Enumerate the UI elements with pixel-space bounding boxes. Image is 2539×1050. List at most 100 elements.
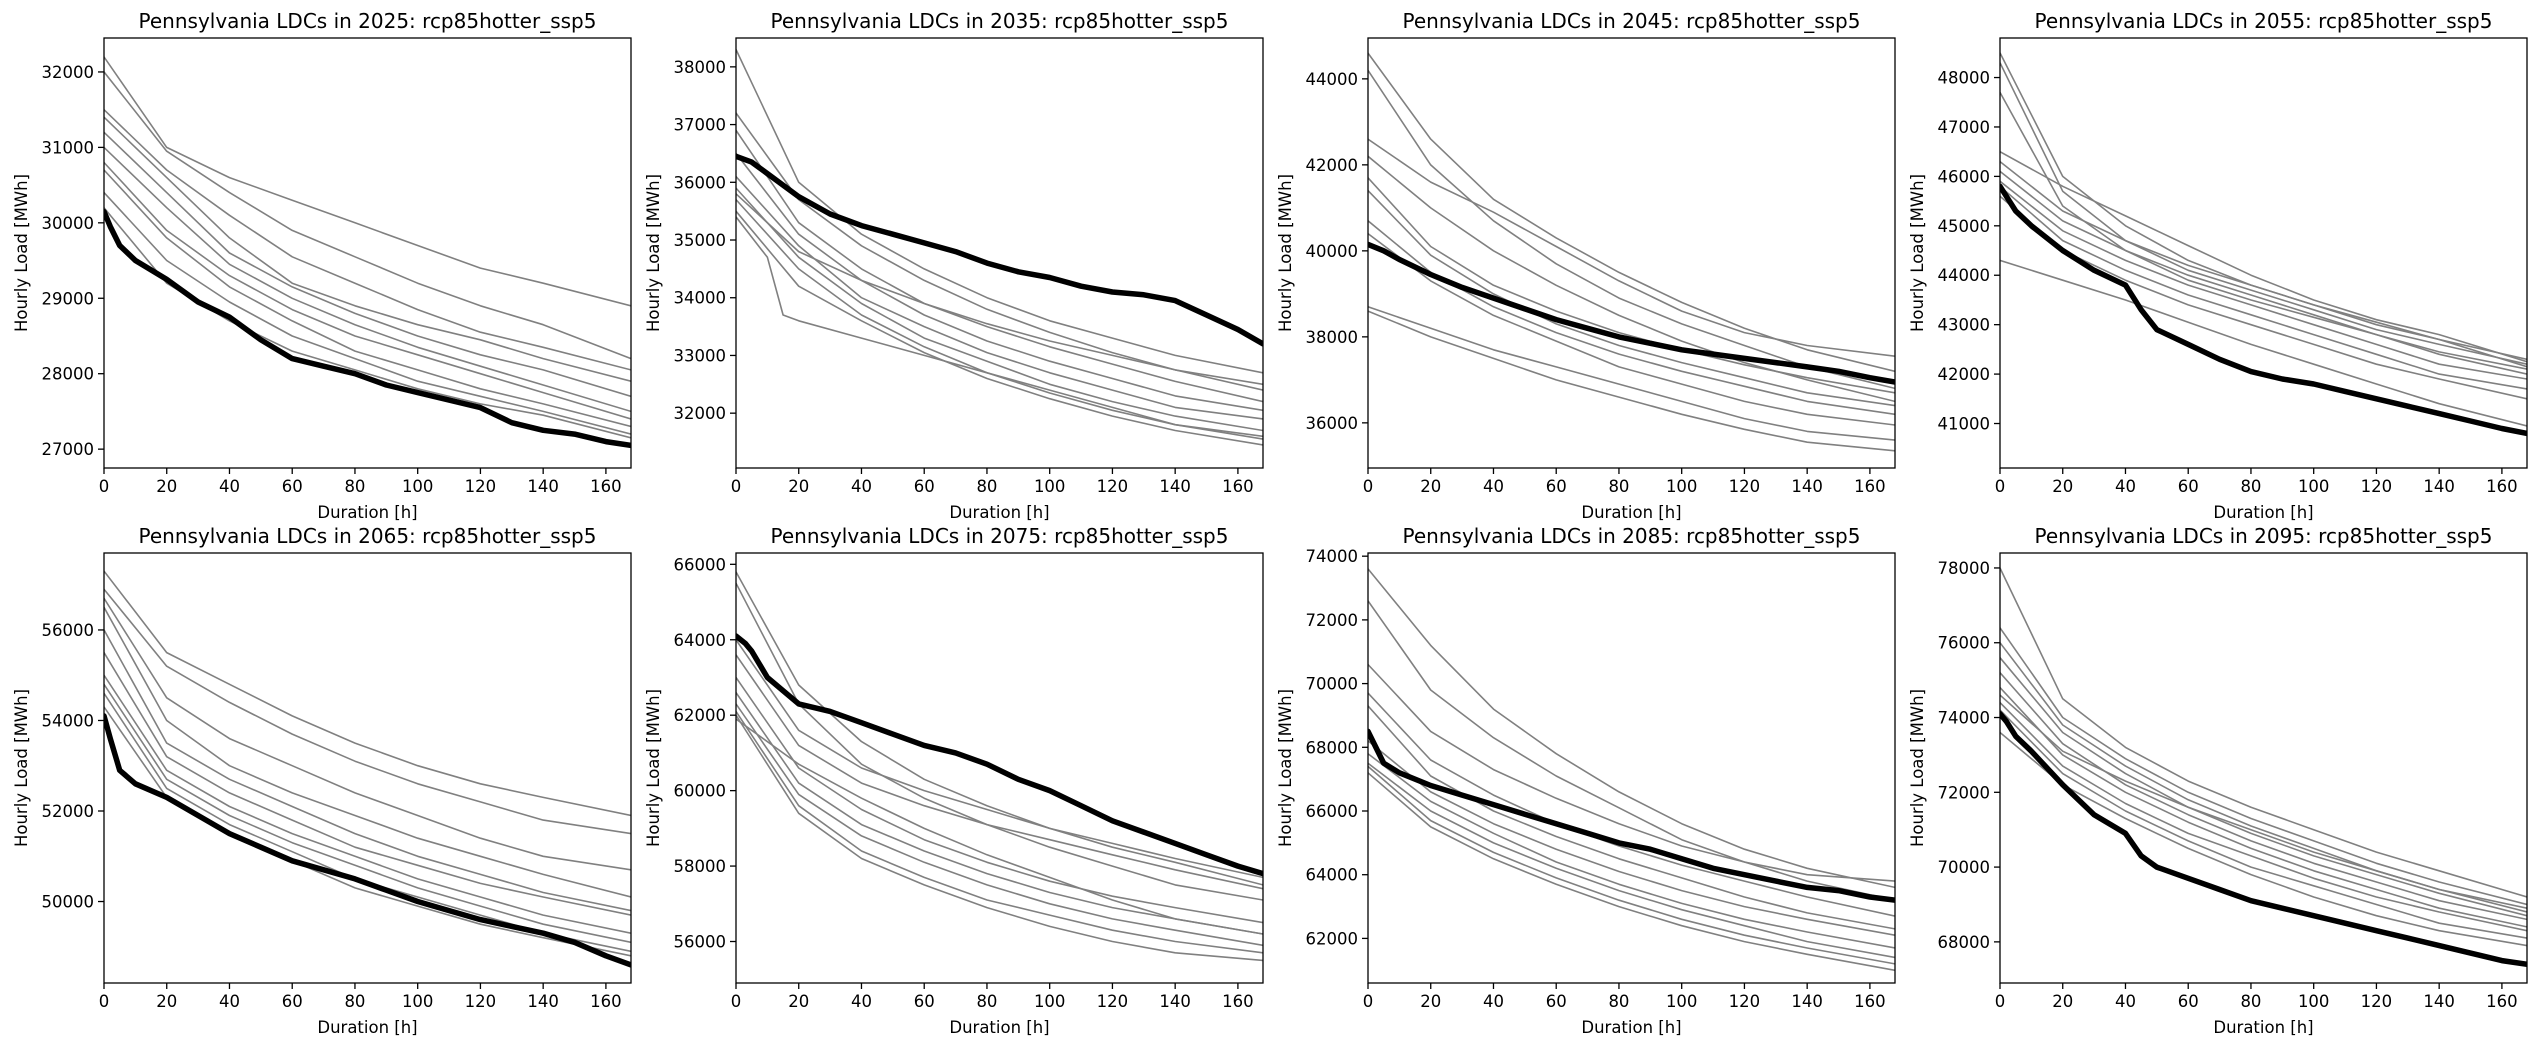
x-tick-label: 40 [1483,992,1504,1011]
series-line-2 [736,582,1263,901]
series-line-6 [736,692,1263,935]
y-tick-label: 28000 [42,365,95,384]
x-tick-label: 20 [788,992,809,1011]
x-axis-label: Duration [h] [317,503,417,522]
y-axis-label: Hourly Load [MWh] [12,174,31,332]
x-tick-label: 60 [282,477,303,496]
series-group [104,570,631,968]
series-line-6 [1368,740,1895,936]
highlight-line [1368,728,1895,903]
x-axis-label: Duration [h] [1581,1018,1681,1037]
x-tick-label: 20 [2052,992,2073,1011]
highlight-line [736,633,1263,877]
series-line-7 [2000,694,2527,909]
series-group [104,56,631,449]
y-tick-label: 52000 [42,802,95,821]
highlight-line [104,713,631,968]
x-tick-label: 0 [1995,477,2006,496]
chart-title: Pennsylvania LDCs in 2055: rcp85hotter_s… [2035,9,2493,33]
y-axis-label: Hourly Load [MWh] [12,689,31,847]
series-line-9 [1368,765,1895,965]
chart-panel-6: 0 20 40 60 80 100 120 140 160 56000 58000 60000 6200… [644,524,1264,1037]
y-tick-label: 62000 [1306,929,1359,948]
series-line-10 [1368,772,1895,972]
x-tick-label: 120 [465,992,497,1011]
y-tick-label: 68000 [1938,933,1991,952]
y-tick-label: 37000 [674,116,727,135]
series-group [736,49,1263,446]
x-axis-label: Duration [h] [317,1018,417,1037]
x-axis-label: Duration [h] [949,1018,1049,1037]
series-line-10 [2000,731,2527,947]
y-tick-label: 70000 [1938,858,1991,877]
series-line-2 [2000,62,2527,365]
highlight-line [2000,711,2527,968]
plot-frame [1999,37,2528,469]
series-line-3 [736,639,1263,879]
y-tick-label: 56000 [42,621,95,640]
series-line-5 [104,629,631,912]
series-line-8 [1368,762,1895,959]
series-line-1 [2000,52,2527,361]
y-axis-label: Hourly Load [MWh] [1908,689,1927,847]
series-line-9 [2000,195,2527,400]
x-tick-label: 100 [2298,992,2330,1011]
x-tick-label: 40 [219,477,240,496]
x-tick-label: 100 [1034,992,1066,1011]
plot-frame [735,552,1264,984]
x-tick-label: 80 [2240,992,2261,1011]
series-line-1 [1368,52,1895,373]
series-group [2000,567,2527,968]
y-tick-label: 43000 [1938,316,1991,335]
y-tick-label: 42000 [1938,365,1991,384]
x-tick-label: 40 [2115,992,2136,1011]
series-line-9 [104,192,631,435]
x-tick-label: 160 [1222,992,1254,1011]
series-line-1 [104,570,631,817]
y-tick-label: 30000 [42,214,95,233]
series-line-7 [104,161,631,420]
y-tick-label: 56000 [674,933,727,952]
x-tick-label: 120 [465,477,497,496]
y-tick-label: 72000 [1938,783,1991,802]
x-tick-label: 120 [1729,477,1761,496]
y-tick-label: 34000 [674,289,727,308]
plot-frame [103,552,632,984]
y-tick-label: 36000 [1306,414,1359,433]
series-group [2000,52,2527,437]
x-tick-label: 160 [2486,992,2518,1011]
series-line-2 [736,112,1263,391]
series-group [736,571,1263,962]
x-tick-label: 100 [402,477,434,496]
chart-panel-7: 0 20 40 60 80 100 120 140 160 62000 64000 66000 6800… [1276,524,1896,1037]
series-line-3 [736,129,1263,403]
plot-frame [1367,552,1896,984]
series-line-10 [2000,259,2527,427]
series-line-7 [1368,220,1895,416]
series-line-8 [736,210,1263,446]
x-tick-label: 140 [1791,477,1823,496]
y-tick-label: 36000 [674,173,727,192]
series-line-9 [736,714,1263,962]
x-tick-label: 140 [527,477,559,496]
chart-panel-1: 0 20 40 60 80 100 120 140 160 27000 28000 29000 3000… [12,9,632,522]
highlight-line [104,208,631,449]
x-tick-label: 140 [2423,992,2455,1011]
chart-title: Pennsylvania LDCs in 2025: rcp85hotter_s… [139,9,597,33]
y-tick-label: 33000 [674,346,727,365]
y-tick-label: 66000 [674,555,727,574]
y-tick-label: 60000 [674,782,727,801]
x-tick-label: 140 [1159,992,1191,1011]
x-tick-label: 60 [282,992,303,1011]
x-tick-label: 40 [219,992,240,1011]
series-line-4 [104,606,631,898]
y-tick-label: 40000 [1306,242,1359,261]
x-tick-label: 120 [1097,477,1129,496]
chart-panel-8: 0 20 40 60 80 100 120 140 160 68000 70000 72000 7400… [1908,524,2528,1037]
series-line-3 [104,597,631,871]
series-line-1 [736,49,1263,374]
series-line-10 [1368,310,1895,452]
x-tick-label: 60 [914,992,935,1011]
series-line-10 [736,216,1263,438]
x-tick-label: 80 [976,477,997,496]
